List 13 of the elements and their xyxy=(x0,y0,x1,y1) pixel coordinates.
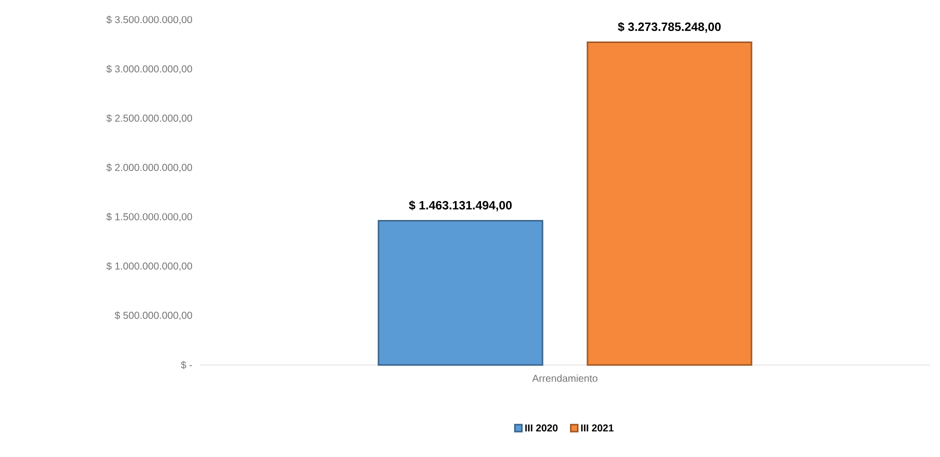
y-tick-label: $ 2.500.000.000,00 xyxy=(106,114,192,123)
legend-label: III 2021 xyxy=(581,424,614,432)
data-label: $ 1.463.131.494,00 xyxy=(408,200,512,212)
data-label: $ 3.273.785.248,00 xyxy=(618,22,721,33)
legend-label: III 2020 xyxy=(525,424,558,432)
y-tick-label: $ 1.500.000.000,00 xyxy=(106,212,192,222)
y-tick-label: $ - xyxy=(180,360,192,370)
y-tick-label: $ 3.000.000.000,00 xyxy=(106,64,192,74)
y-tick-label: $ 1.000.000.000,00 xyxy=(106,262,192,271)
y-tick-label: $ 3.500.000.000,00 xyxy=(106,16,192,24)
x-tick-label: Arrendamiento xyxy=(532,374,598,382)
y-tick-label: $ 2.000.000.000,00 xyxy=(106,164,192,172)
y-tick-label: $ 500.000.000,00 xyxy=(114,311,192,320)
